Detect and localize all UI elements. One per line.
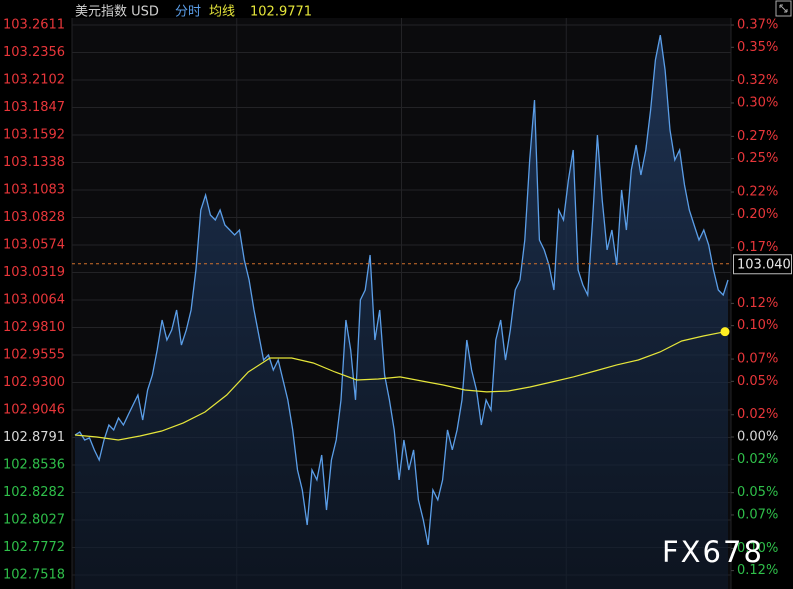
avg-label: 均线: [209, 5, 235, 20]
y-tick-label: 102.8282: [3, 485, 65, 500]
y-tick-label: 102.7772: [3, 540, 65, 555]
y2-tick-label: 0.32%: [737, 73, 778, 88]
y2-tick-label: 0.05%: [737, 374, 778, 389]
average-end-dot: [720, 327, 730, 337]
y-tick-label: 102.8791: [3, 430, 65, 445]
y-tick-label: 103.1083: [3, 183, 65, 198]
y-tick-label: 103.1338: [3, 155, 65, 170]
y2-tick-label: 0.10%: [737, 318, 778, 333]
y2-tick-label: 0.05%: [737, 485, 778, 500]
y2-tick-label: 0.02%: [737, 407, 778, 422]
y-tick-label: 103.1592: [3, 128, 65, 143]
y-tick-label: 103.0319: [3, 265, 65, 280]
y2-tick-label: 0.25%: [737, 151, 778, 166]
y-tick-label: 103.0064: [3, 293, 65, 308]
y2-tick-label: 0.07%: [737, 507, 778, 522]
y-tick-label: 103.2356: [3, 45, 65, 60]
watermark: FX678: [662, 535, 764, 569]
last-price-box: [733, 254, 792, 275]
y2-tick-label: 0.20%: [737, 207, 778, 222]
avg-value: 102.9771: [250, 5, 312, 20]
y2-tick-label: 0.30%: [737, 95, 778, 110]
y-tick-label: 103.1847: [3, 100, 65, 115]
y2-tick-label: 0.02%: [737, 452, 778, 467]
y-tick-label: 102.8536: [3, 458, 65, 473]
y-tick-label: 103.2102: [3, 72, 65, 87]
price-line: [74, 34, 729, 546]
y-tick-label: 102.9810: [3, 320, 65, 335]
y2-tick-label: 0.12%: [737, 296, 778, 311]
icon-arrows: [779, 4, 788, 13]
y2-tick-label: 0.17%: [737, 240, 778, 255]
y2-tick-label: 0.37%: [737, 18, 778, 33]
icon-frame: [775, 0, 792, 17]
y-tick-label: 102.8027: [3, 513, 65, 528]
title: 美元指数 USD: [75, 5, 159, 20]
y-tick-label: 102.7518: [3, 567, 65, 582]
y2-tick-label: 0.35%: [737, 40, 778, 55]
price-area: [75, 35, 728, 589]
y2-tick-label: 0.07%: [737, 352, 778, 367]
y2-tick-label: 0.22%: [737, 185, 778, 200]
y-tick-label: 102.9555: [3, 348, 65, 363]
expand-icon[interactable]: [775, 0, 792, 17]
y-tick-label: 103.0828: [3, 210, 65, 225]
y-tick-label: 102.9046: [3, 402, 65, 417]
mode-label: 分时: [175, 5, 201, 20]
y-tick-label: 102.9300: [3, 375, 65, 390]
y-tick-label: 103.0574: [3, 237, 65, 252]
y2-tick-label: 0.00%: [737, 430, 778, 445]
last-price-label: 103.040: [737, 257, 791, 272]
average-line: [74, 331, 726, 441]
y2-tick-label: 0.12%: [737, 563, 778, 578]
y-tick-label: 103.2611: [3, 18, 65, 33]
y2-tick-label: 0.27%: [737, 129, 778, 144]
y2-tick-label: 0.10%: [737, 541, 778, 556]
